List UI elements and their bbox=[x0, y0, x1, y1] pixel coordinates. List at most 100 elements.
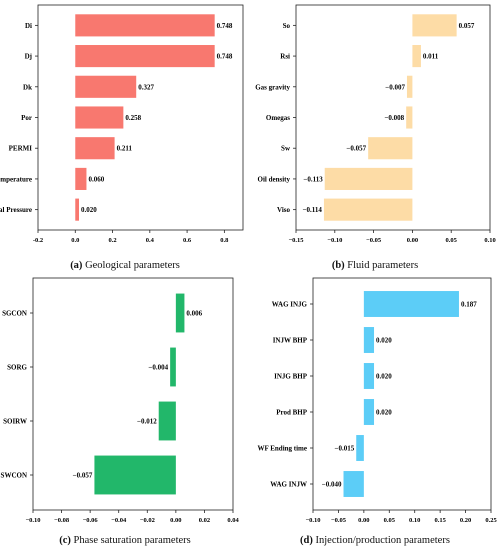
category-label-b-3: Omegas bbox=[266, 114, 290, 122]
category-label-d-0: WAG INJG bbox=[272, 301, 308, 309]
value-label-a-4: 0.211 bbox=[117, 145, 133, 153]
xtick-label-b-5: 0.10 bbox=[484, 237, 495, 244]
value-label-b-3: −0.008 bbox=[384, 114, 404, 122]
category-label-d-4: WF Ending time bbox=[257, 445, 307, 453]
caption-b-letter: (b) bbox=[331, 260, 345, 271]
category-label-d-1: INJW BHP bbox=[273, 337, 308, 345]
value-label-d-4: −0.015 bbox=[334, 445, 354, 453]
xtick-label-b-1: −0.10 bbox=[327, 237, 342, 244]
bar-a-1 bbox=[75, 45, 215, 68]
bar-a-0 bbox=[75, 14, 215, 37]
xtick-label-c-3: −0.04 bbox=[111, 517, 127, 524]
category-label-a-4: PERMI bbox=[9, 145, 33, 153]
xtick-label-c-4: −0.02 bbox=[140, 517, 155, 524]
category-label-c-2: SOIRW bbox=[3, 418, 27, 426]
xtick-label-c-7: 0.04 bbox=[227, 517, 239, 524]
value-label-b-0: 0.057 bbox=[459, 22, 475, 30]
category-label-b-1: Rsi bbox=[280, 53, 290, 61]
bar-b-2 bbox=[406, 75, 413, 98]
xtick-label-c-0: −0.10 bbox=[25, 517, 40, 524]
category-label-c-3: SWCON bbox=[1, 472, 27, 480]
category-label-a-0: Di bbox=[25, 22, 32, 30]
bar-a-5 bbox=[75, 167, 87, 190]
value-label-b-2: −0.007 bbox=[385, 83, 405, 91]
category-label-b-2: Gas gravity bbox=[255, 83, 290, 91]
caption-a: (a) Geological parameters bbox=[0, 260, 250, 271]
category-label-d-5: WAG INJW bbox=[270, 481, 307, 489]
category-label-b-5: Oil density bbox=[258, 175, 291, 183]
caption-a-letter: (a) bbox=[70, 260, 83, 271]
value-label-b-5: −0.113 bbox=[303, 175, 323, 183]
bar-b-3 bbox=[406, 106, 413, 129]
value-label-c-2: −0.012 bbox=[137, 418, 157, 426]
xtick-label-d-7: 0.25 bbox=[485, 517, 497, 524]
panel-c-frame bbox=[32, 277, 234, 511]
bar-b-5 bbox=[324, 167, 413, 190]
xtick-label-b-0: −0.15 bbox=[288, 237, 304, 244]
value-label-a-5: 0.060 bbox=[88, 175, 104, 183]
caption-d: (d) Injection/production parameters bbox=[250, 535, 500, 546]
xtick-label-c-6: 0.02 bbox=[199, 517, 210, 524]
panel-d: WAG INJG 0.187 INJW BHP 0.020 INJG BHP 0.020 P… bbox=[257, 277, 497, 524]
xtick-label-d-2: 0.00 bbox=[358, 517, 369, 524]
bar-c-3 bbox=[94, 455, 176, 495]
value-label-a-2: 0.327 bbox=[138, 83, 154, 91]
xtick-label-a-4: 0.6 bbox=[183, 237, 192, 244]
caption-d-text: Injection/production parameters bbox=[315, 535, 450, 546]
category-label-a-1: Dj bbox=[25, 53, 32, 61]
bar-b-4 bbox=[368, 137, 413, 160]
category-label-b-6: Viso bbox=[277, 206, 290, 214]
xtick-label-a-1: 0.0 bbox=[71, 237, 79, 244]
caption-b-text: Fluid parameters bbox=[347, 260, 419, 271]
xtick-label-d-0: −0.10 bbox=[305, 517, 320, 524]
bar-a-6 bbox=[75, 198, 79, 221]
value-label-c-1: −0.004 bbox=[148, 364, 168, 372]
bar-b-6 bbox=[323, 198, 413, 221]
xtick-label-c-5: 0.00 bbox=[170, 517, 181, 524]
caption-c-text: Phase saturation parameters bbox=[73, 535, 191, 546]
bar-d-3 bbox=[363, 399, 375, 425]
xtick-label-a-5: 0.8 bbox=[220, 237, 229, 244]
value-label-d-3: 0.020 bbox=[376, 409, 392, 417]
caption-c-letter: (c) bbox=[59, 535, 71, 546]
xtick-label-d-6: 0.20 bbox=[460, 517, 471, 524]
value-label-d-1: 0.020 bbox=[376, 337, 392, 345]
category-label-c-1: SORG bbox=[7, 364, 27, 372]
panel-c: SGCON 0.006 SORG −0.004 SOIRW −0.012 SWCON −0.0… bbox=[1, 277, 239, 524]
xtick-label-a-0: -0.2 bbox=[33, 237, 43, 244]
xtick-label-d-3: 0.05 bbox=[384, 517, 396, 524]
xtick-label-d-1: −0.05 bbox=[331, 517, 347, 524]
category-label-c-0: SGCON bbox=[2, 310, 27, 318]
bar-d-4 bbox=[356, 435, 364, 461]
value-label-b-1: 0.011 bbox=[423, 53, 439, 61]
xtick-label-d-5: 0.15 bbox=[434, 517, 446, 524]
bar-a-4 bbox=[75, 137, 115, 160]
bar-c-0 bbox=[175, 293, 185, 333]
bar-b-1 bbox=[412, 45, 421, 68]
category-label-b-0: So bbox=[283, 22, 291, 30]
value-label-a-3: 0.258 bbox=[125, 114, 141, 122]
caption-b: (b) Fluid parameters bbox=[250, 260, 500, 271]
bar-b-0 bbox=[412, 14, 457, 37]
category-label-a-5: Temperature bbox=[0, 175, 32, 183]
xtick-label-b-4: 0.05 bbox=[446, 237, 458, 244]
value-label-a-6: 0.020 bbox=[81, 206, 97, 214]
xtick-label-d-4: 0.10 bbox=[409, 517, 420, 524]
bar-c-1 bbox=[170, 347, 176, 387]
value-label-a-0: 0.748 bbox=[217, 22, 233, 30]
value-label-a-1: 0.748 bbox=[217, 53, 233, 61]
caption-c: (c) Phase saturation parameters bbox=[0, 535, 250, 546]
category-label-a-3: Por bbox=[21, 114, 32, 122]
category-label-d-2: INJG BHP bbox=[274, 373, 308, 381]
bar-c-2 bbox=[158, 401, 176, 441]
xtick-label-b-2: −0.05 bbox=[366, 237, 382, 244]
value-label-c-3: −0.057 bbox=[73, 472, 93, 480]
xtick-label-c-2: −0.06 bbox=[83, 517, 99, 524]
bar-a-3 bbox=[75, 106, 124, 129]
value-label-c-0: 0.006 bbox=[186, 310, 202, 318]
panel-b: So 0.057 Rsi 0.011 Gas gravity −0.007 Omegas −0… bbox=[255, 4, 496, 244]
caption-a-text: Geological parameters bbox=[85, 260, 180, 271]
category-label-a-2: Dk bbox=[23, 83, 32, 91]
xtick-label-a-2: 0.2 bbox=[108, 237, 116, 244]
